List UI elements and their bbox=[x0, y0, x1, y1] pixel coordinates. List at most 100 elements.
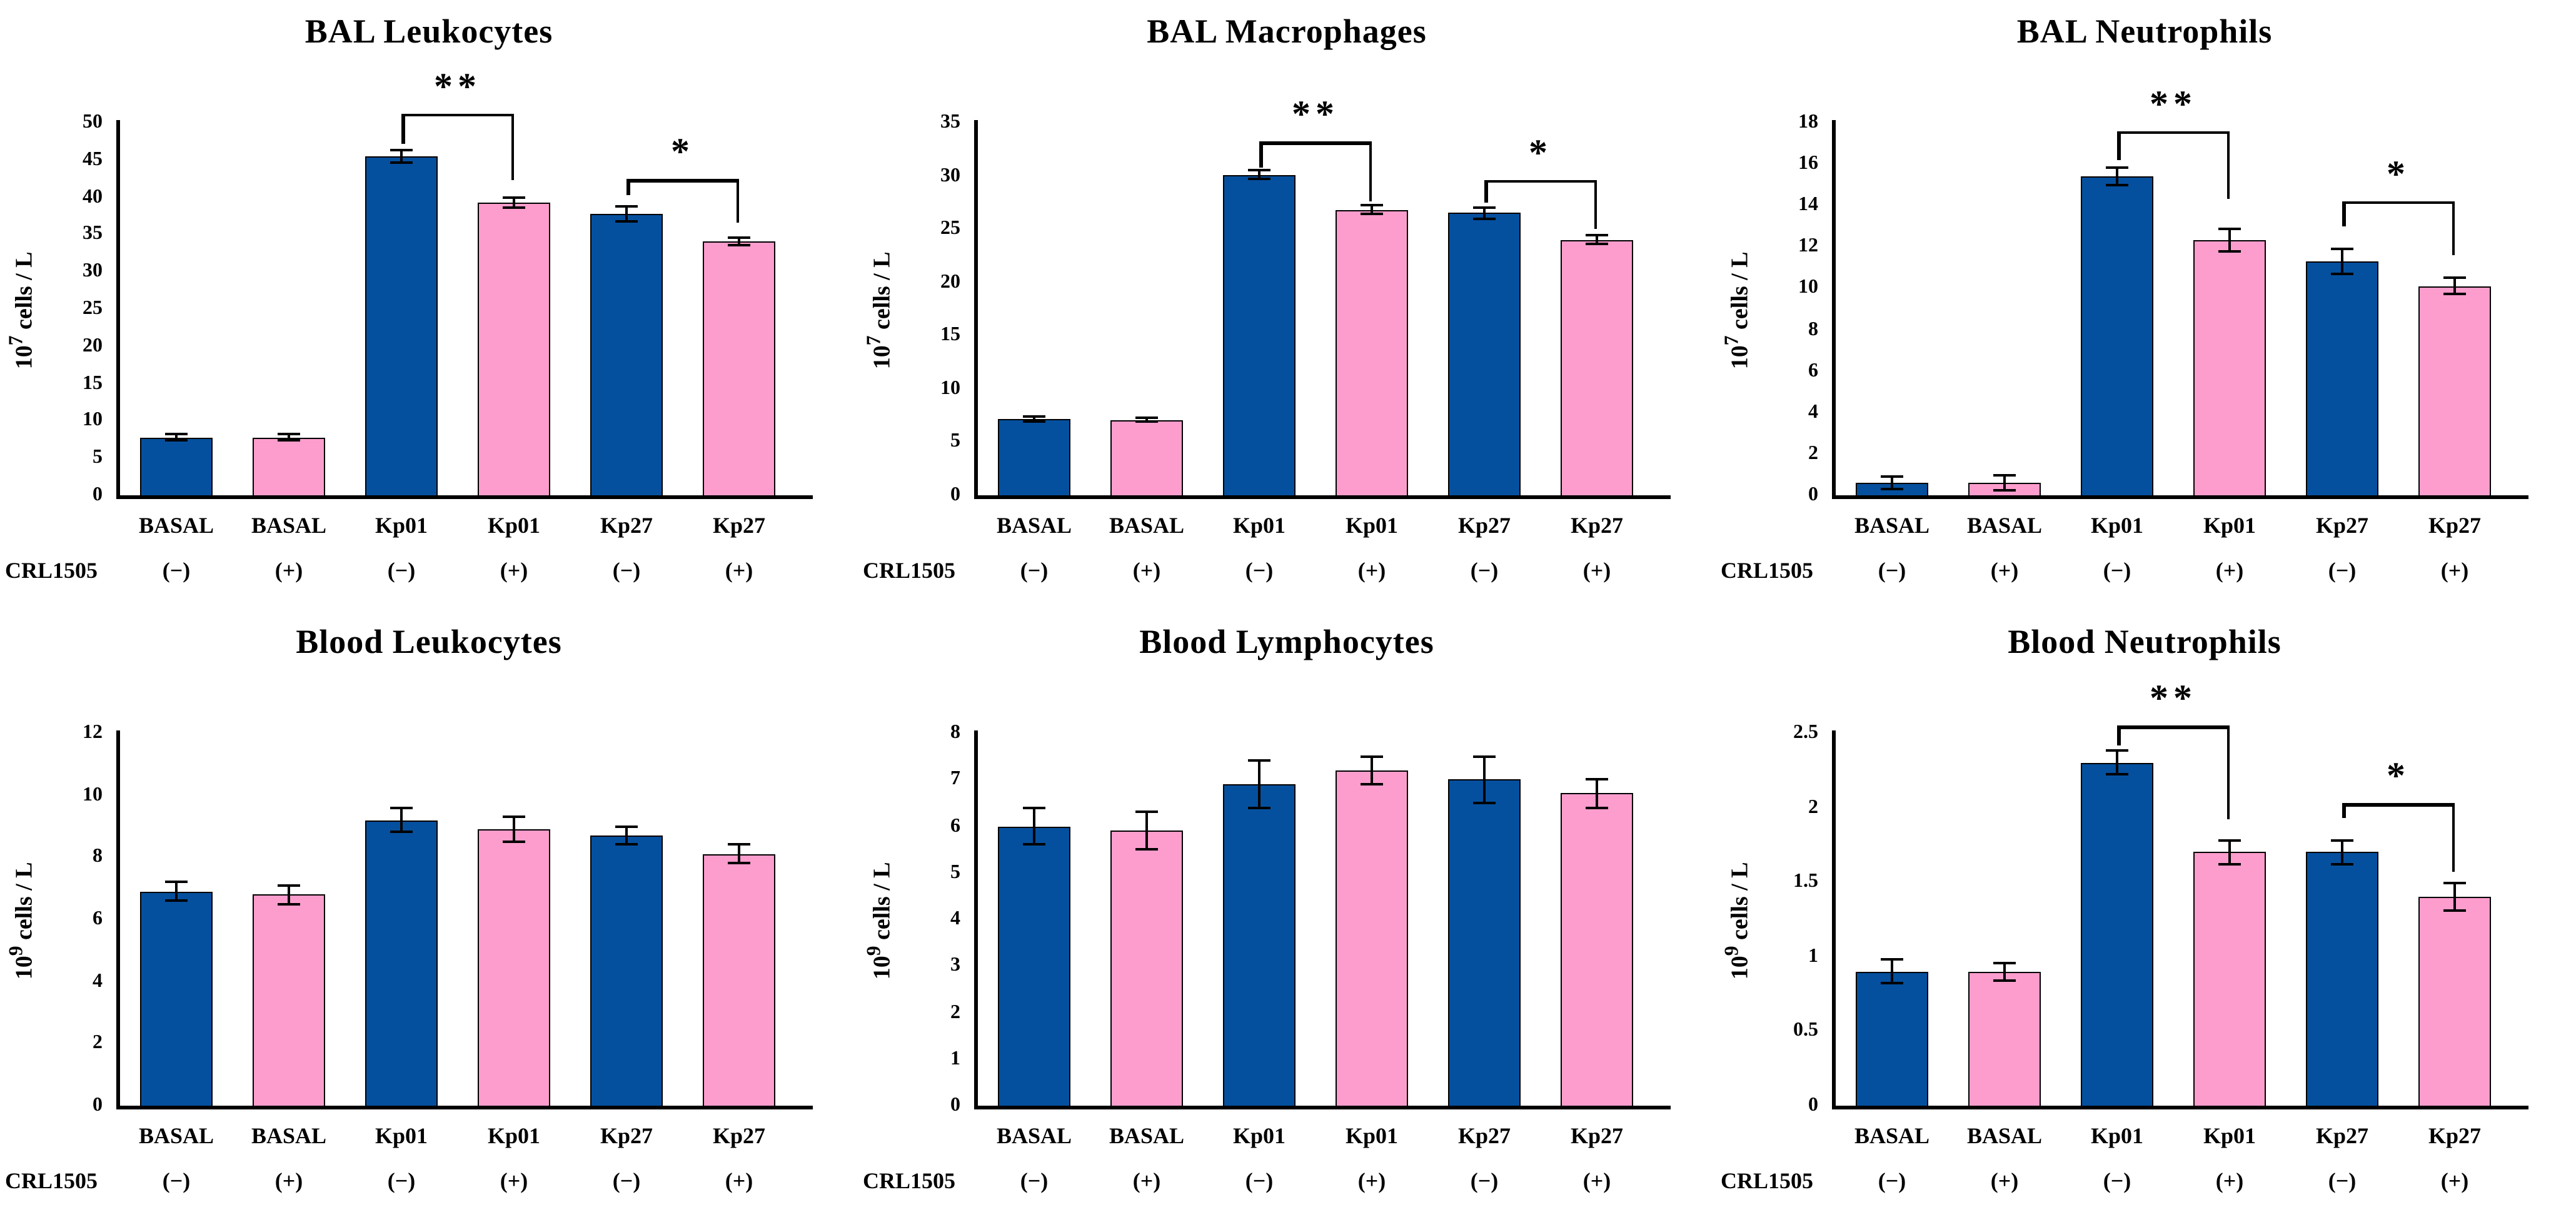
bar bbox=[1110, 420, 1183, 495]
crl1505-sign-label: (−) bbox=[1245, 558, 1274, 583]
category-label: Kp01 bbox=[2090, 1123, 2143, 1148]
chart-title: Blood Leukocytes bbox=[296, 623, 562, 660]
bar bbox=[590, 213, 663, 495]
category-label: Kp27 bbox=[1457, 1123, 1511, 1148]
error-bar bbox=[1033, 416, 1035, 422]
y-tick-label: 25 bbox=[940, 218, 960, 240]
error-bar-cap-bottom bbox=[1993, 979, 2016, 982]
y-tick-label: 10 bbox=[83, 784, 103, 805]
bar bbox=[253, 894, 325, 1106]
crl1505-sign-label: (−) bbox=[162, 558, 191, 583]
significance-bracket-right-tick bbox=[736, 179, 739, 223]
error-bar-cap-top bbox=[165, 881, 188, 884]
chart-bal-neutrophils: BAL Neutrophils 107 cells / L 0 2 4 6 8 10 12 14… bbox=[1716, 0, 2573, 610]
bar bbox=[590, 835, 663, 1106]
error-bar-cap-bottom bbox=[1881, 488, 1903, 491]
chart-bal-macrophages: BAL Macrophages 107 cells / L 0 5 10 15 20 25 3… bbox=[858, 0, 1716, 610]
chart-plot-area: 109 cells / L 0 2 4 6 8 10 12 BASAL (−) BASAL (+) Kp… bbox=[0, 610, 858, 1221]
error-bar-cap-top bbox=[390, 149, 413, 152]
error-bar-cap-bottom bbox=[1586, 806, 1608, 809]
crl1505-sign-label: (−) bbox=[387, 1168, 416, 1193]
y-tick-label: 10 bbox=[940, 377, 960, 399]
y-tick-label: 5 bbox=[950, 861, 960, 883]
crl1505-sign-label: (−) bbox=[2103, 1168, 2131, 1193]
error-bar-cap-bottom bbox=[2218, 250, 2241, 253]
x-axis-line bbox=[974, 495, 1671, 499]
significance-label: ** bbox=[2150, 83, 2197, 125]
category-label: Kp01 bbox=[2090, 513, 2143, 538]
y-tick-label: 4 bbox=[93, 970, 103, 992]
error-bar bbox=[1145, 417, 1148, 422]
category-label: Kp01 bbox=[1232, 1123, 1285, 1148]
crl1505-sign-label: (−) bbox=[1020, 1168, 1049, 1193]
crl1505-sign-label: (−) bbox=[612, 1168, 641, 1193]
crl1505-sign-label: (+) bbox=[725, 558, 753, 583]
significance-bracket-right-tick bbox=[2226, 131, 2230, 199]
error-bar-cap-bottom bbox=[165, 438, 188, 442]
y-tick-label: 7 bbox=[950, 768, 960, 790]
y-tick-label: 8 bbox=[1808, 318, 1818, 340]
bar bbox=[365, 820, 438, 1106]
error-bar-cap-top bbox=[1881, 958, 1903, 961]
significance-label: ** bbox=[2150, 678, 2197, 720]
significance-bracket-left-tick bbox=[2342, 803, 2345, 818]
error-bar bbox=[288, 885, 290, 904]
error-bar-cap-top bbox=[1881, 475, 1903, 478]
error-bar-cap-bottom bbox=[2218, 862, 2241, 866]
y-tick-label: 6 bbox=[1808, 360, 1818, 381]
y-tick-label: 0 bbox=[1808, 484, 1818, 505]
bar bbox=[1448, 213, 1521, 495]
y-tick-label: 0 bbox=[1808, 1094, 1818, 1116]
y-tick-label: 40 bbox=[83, 186, 103, 208]
significance-bracket-left-tick bbox=[2117, 131, 2120, 160]
y-tick-label: 8 bbox=[93, 846, 103, 867]
error-bar-cap-top bbox=[278, 432, 300, 435]
category-label: Kp01 bbox=[2203, 1123, 2256, 1148]
error-bar-cap-bottom bbox=[503, 840, 525, 843]
error-bar-cap-top bbox=[1586, 234, 1608, 237]
bar bbox=[1448, 779, 1521, 1106]
significance-bracket-line bbox=[401, 113, 514, 117]
error-bar-cap-top bbox=[2331, 839, 2353, 842]
error-bar bbox=[738, 844, 740, 864]
crl1505-sign-label: (−) bbox=[1878, 1168, 1906, 1193]
error-bar-cap-top bbox=[1361, 204, 1383, 207]
crl1505-sign-label: (+) bbox=[2215, 1168, 2244, 1193]
crl1505-row-label: CRL1505 bbox=[5, 558, 98, 583]
chart-plot-area: 109 cells / L 0 1 2 3 4 5 6 7 8 BASAL (−) BASAL (+) Kp… bbox=[858, 610, 1716, 1221]
y-tick-label: 30 bbox=[940, 164, 960, 186]
bar bbox=[1561, 240, 1633, 495]
y-tick-label: 1 bbox=[950, 1048, 960, 1069]
y-tick-label: 35 bbox=[940, 111, 960, 133]
error-bar bbox=[2003, 475, 2006, 490]
crl1505-sign-label: (−) bbox=[612, 558, 641, 583]
crl1505-sign-label: (+) bbox=[500, 1168, 528, 1193]
bar bbox=[1336, 770, 1408, 1106]
significance-label: * bbox=[2387, 755, 2410, 797]
crl1505-row-label: CRL1505 bbox=[863, 1168, 956, 1193]
category-label: Kp27 bbox=[1457, 513, 1511, 538]
significance-label: ** bbox=[434, 66, 481, 108]
chart-bal-leukocytes: BAL Leukocytes 107 cells / L 0 5 10 15 20 25 30… bbox=[0, 0, 858, 610]
error-bar bbox=[2003, 962, 2006, 981]
significance-bracket-line bbox=[2342, 201, 2455, 205]
crl1505-sign-label: (−) bbox=[1470, 1168, 1499, 1193]
error-bar-cap-bottom bbox=[2331, 862, 2353, 866]
error-bar-cap-bottom bbox=[2106, 773, 2128, 776]
y-tick-label: 18 bbox=[1798, 111, 1818, 133]
y-axis-line bbox=[974, 730, 978, 1109]
crl1505-sign-label: (+) bbox=[2215, 558, 2244, 583]
error-bar-cap-top bbox=[615, 205, 638, 208]
error-bar bbox=[2228, 229, 2231, 252]
category-label: BASAL bbox=[1109, 1123, 1185, 1148]
chart-title: Blood Neutrophils bbox=[2008, 623, 2282, 660]
x-axis-line bbox=[1832, 1106, 2528, 1109]
y-tick-label: 8 bbox=[950, 722, 960, 743]
error-bar bbox=[513, 817, 515, 842]
category-label: BASAL bbox=[138, 1123, 214, 1148]
bar bbox=[478, 202, 550, 495]
error-bar bbox=[1596, 235, 1598, 245]
significance-bracket-right-tick bbox=[2452, 803, 2455, 872]
significance-bracket-left-tick bbox=[401, 113, 405, 144]
bar bbox=[140, 891, 213, 1106]
